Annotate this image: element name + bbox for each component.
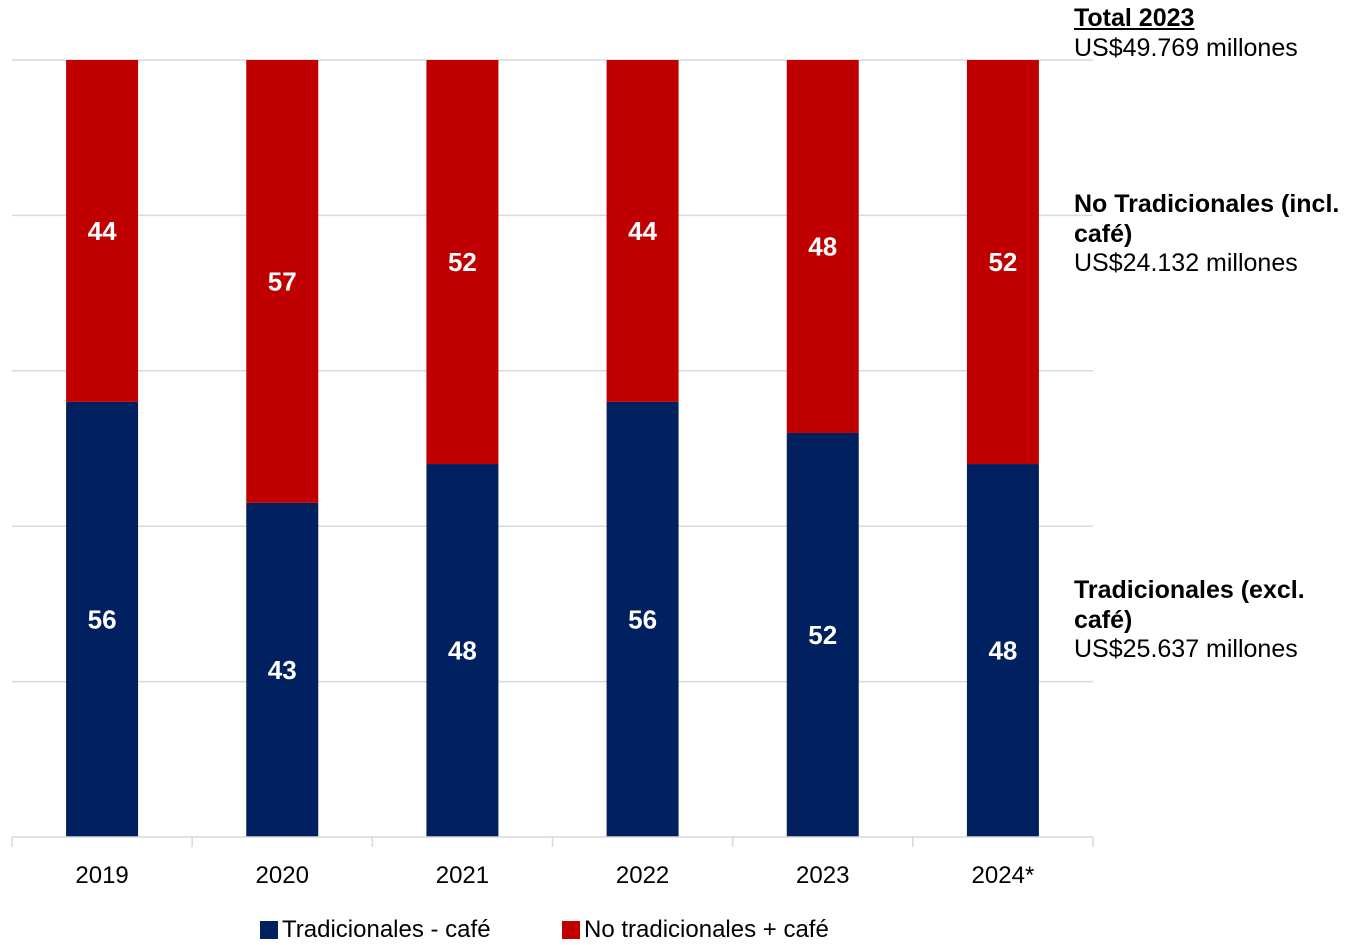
- data-label: 44: [88, 216, 117, 246]
- bar-tradicionales-2021: [426, 464, 499, 837]
- x-tick-label: 2024*: [972, 862, 1035, 889]
- bar-no-tradicionales-2023: [786, 60, 859, 433]
- bar-tradicionales-2024*: [966, 464, 1039, 837]
- legend-swatch-no-tradicionales: [562, 921, 580, 939]
- legend-swatch-tradicionales: [260, 921, 278, 939]
- legend-item-tradicionales: Tradicionales - café: [260, 916, 491, 944]
- bar-no-tradicionales-2024*: [966, 60, 1039, 465]
- x-axis: 2019 2020 2021 2022 2023 2024*: [11, 836, 1094, 889]
- gridlines: [12, 59, 1093, 683]
- no-tradicionales-title: No Tradicionales (incl. café): [1074, 190, 1340, 248]
- data-label: 56: [628, 604, 657, 634]
- bar-tradicionales-2019: [66, 401, 139, 837]
- bar-tradicionales-2023: [786, 432, 859, 837]
- legend-item-no-tradicionales: No tradicionales + café: [562, 916, 829, 944]
- x-tick-label: 2020: [256, 862, 309, 889]
- bar-tradicionales-2022: [606, 401, 679, 837]
- bars: 56 44 43 57 48 52 56 44 52 48 48 52: [66, 60, 1039, 837]
- tradicionales-value: US$25.637 millones: [1074, 635, 1298, 663]
- tradicionales-annotation: Tradicionales (excl. café) US$25.637 mil…: [1074, 576, 1355, 665]
- x-tick-label: 2023: [796, 862, 849, 889]
- x-tick-label: 2021: [436, 862, 489, 889]
- bar-no-tradicionales-2020: [246, 60, 319, 503]
- bar-tradicionales-2020: [246, 502, 319, 837]
- data-label: 43: [268, 655, 297, 685]
- data-label: 48: [448, 636, 477, 666]
- data-label: 56: [88, 604, 117, 634]
- data-label: 57: [268, 266, 297, 296]
- total-title: Total 2023: [1074, 4, 1195, 32]
- bar-no-tradicionales-2021: [426, 60, 499, 465]
- data-label: 52: [988, 247, 1017, 277]
- bar-no-tradicionales-2022: [606, 60, 679, 402]
- tradicionales-title: Tradicionales (excl. café): [1074, 576, 1305, 634]
- no-tradicionales-value: US$24.132 millones: [1074, 249, 1298, 277]
- total-value: US$49.769 millones: [1074, 33, 1298, 62]
- no-tradicionales-annotation: No Tradicionales (incl. café) US$24.132 …: [1074, 190, 1354, 279]
- data-label: 52: [448, 247, 477, 277]
- data-label: 48: [808, 231, 837, 261]
- legend-label-no-tradicionales: No tradicionales + café: [584, 916, 829, 943]
- legend-label-tradicionales: Tradicionales - café: [282, 916, 491, 943]
- data-label: 48: [988, 636, 1017, 666]
- x-tick-label: 2019: [75, 862, 128, 889]
- x-tick-label: 2022: [616, 862, 669, 889]
- bar-no-tradicionales-2019: [66, 60, 139, 402]
- data-label: 44: [628, 216, 657, 246]
- total-annotation: Total 2023 US$49.769 millones: [1074, 4, 1298, 63]
- data-label: 52: [808, 620, 837, 650]
